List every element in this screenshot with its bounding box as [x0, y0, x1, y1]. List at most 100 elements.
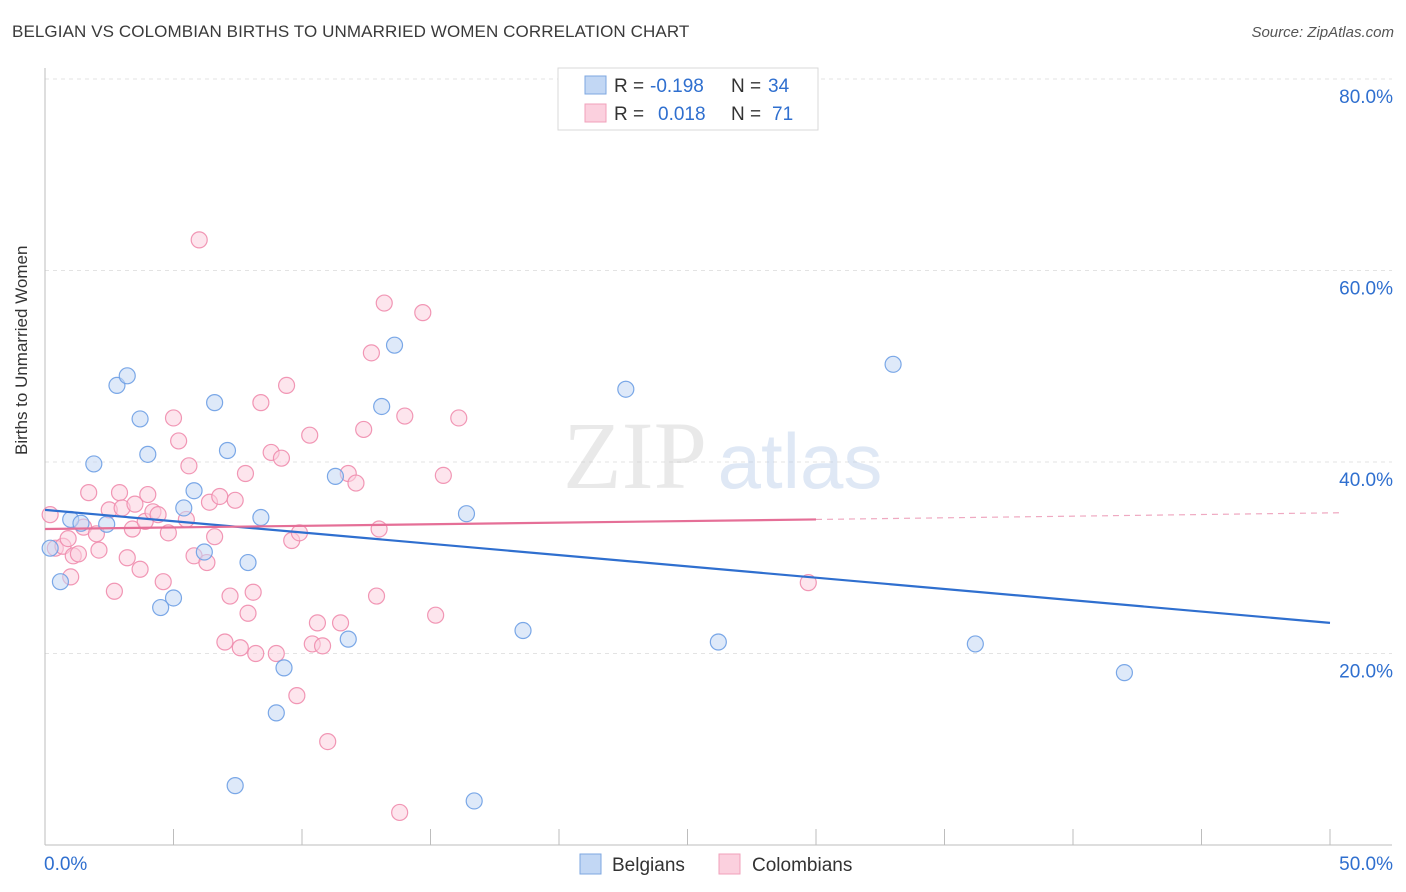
colombians-point	[450, 409, 468, 427]
belgians-point	[709, 633, 727, 651]
belgians-point	[185, 482, 203, 500]
x-tick-labels: 0.0% 50.0%	[44, 854, 1393, 875]
colombians-point	[414, 304, 432, 322]
belgians-point	[884, 355, 902, 373]
colombians-point	[154, 573, 172, 591]
belgians-point	[275, 659, 293, 677]
colombians-trend-line	[44, 518, 817, 531]
colombians-point	[131, 560, 149, 578]
belgians-points	[41, 336, 1134, 810]
belgians-point	[252, 508, 270, 527]
legend-belgians-label[interactable]: Belgians	[612, 855, 685, 876]
colombians-point	[59, 529, 77, 548]
colombians-point	[118, 549, 136, 567]
belgians-r-label: R =	[614, 76, 644, 97]
colombians-point	[313, 637, 332, 655]
belgians-point	[465, 792, 483, 810]
colombians-point	[370, 520, 388, 538]
colombians-point	[375, 294, 393, 312]
y-tick-label: 60.0%	[1339, 279, 1393, 300]
belgians-point	[339, 630, 357, 648]
colombians-point	[434, 466, 452, 485]
colombians-point	[244, 583, 262, 601]
colombians-point	[206, 528, 224, 546]
belgians-point	[51, 573, 70, 591]
belgians-point	[966, 635, 984, 653]
belgians-point	[239, 553, 257, 572]
colombians-r-value: 0.018	[658, 104, 706, 125]
belgians-point	[195, 543, 213, 561]
colombians-point	[164, 409, 183, 427]
watermark-zip: ZIP	[563, 402, 707, 509]
colombians-point	[211, 487, 229, 506]
colombians-point	[221, 587, 239, 605]
colombians-point	[126, 495, 144, 513]
colombians-point	[80, 484, 98, 502]
colombians-point	[247, 644, 265, 663]
colombians-point	[41, 506, 59, 524]
belgians-point	[1115, 664, 1134, 682]
colombians-point	[236, 464, 255, 483]
colombians-swatch	[584, 103, 607, 123]
colombians-point	[308, 614, 327, 632]
colombians-point	[272, 449, 291, 467]
belgians-point	[457, 505, 476, 523]
watermark: ZIP atlas	[563, 402, 882, 509]
colombians-r-label: R =	[614, 104, 644, 125]
colombians-point	[277, 376, 296, 394]
source-credit: Source: ZipAtlas.com	[1251, 24, 1394, 41]
colombians-point	[267, 644, 285, 663]
y-tick-labels: 20.0% 40.0% 60.0% 80.0%	[1339, 87, 1393, 683]
stats-legend: R = -0.198 N = 34 R = 0.018 N = 71	[557, 67, 819, 131]
belgians-point	[131, 410, 149, 428]
colombians-point	[226, 491, 244, 509]
belgians-point	[218, 441, 237, 460]
colombians-point	[362, 344, 380, 362]
belgians-point	[326, 467, 345, 485]
colombians-n-value: 71	[772, 104, 793, 125]
belgians-point	[617, 380, 635, 398]
legend-colombians-label[interactable]: Colombians	[752, 855, 852, 876]
colombians-point	[301, 426, 319, 444]
chart-title: BELGIAN VS COLOMBIAN BIRTHS TO UNMARRIED…	[12, 22, 690, 41]
colombians-point	[90, 541, 108, 559]
belgians-point	[226, 777, 244, 795]
colombians-point	[799, 574, 817, 592]
belgians-point	[164, 589, 183, 607]
belgians-point	[152, 598, 170, 617]
x-tick-label-min: 0.0%	[44, 854, 87, 875]
colombians-point	[396, 407, 414, 425]
belgians-point	[85, 455, 103, 473]
colombians-point	[367, 587, 386, 605]
belgians-point	[98, 515, 116, 533]
belgians-r-value: -0.198	[650, 76, 704, 97]
x-tick-label-max: 50.0%	[1339, 854, 1393, 875]
colombians-point	[110, 484, 129, 502]
colombians-points	[41, 231, 817, 822]
colombians-point	[105, 582, 123, 600]
legend-belgians-swatch[interactable]	[579, 853, 602, 875]
colombians-point	[231, 639, 249, 657]
colombians-point	[252, 394, 270, 412]
colombians-point	[139, 485, 157, 504]
colombians-point	[355, 420, 373, 439]
colombians-point	[319, 732, 337, 751]
legend-colombians-swatch[interactable]	[718, 853, 741, 875]
watermark-atlas: atlas	[718, 417, 883, 505]
colombians-point	[216, 633, 234, 651]
belgians-point	[118, 367, 136, 385]
belgians-point	[41, 539, 59, 557]
y-tick-label: 40.0%	[1339, 470, 1393, 491]
colombians-point	[239, 604, 257, 622]
colombians-point	[391, 803, 409, 822]
y-tick-label: 80.0%	[1339, 87, 1393, 108]
belgians-n-label: N =	[731, 76, 761, 97]
belgians-point	[385, 336, 404, 354]
colombians-point	[180, 457, 198, 475]
colombians-n-label: N =	[731, 104, 761, 125]
colombians-point	[427, 606, 445, 624]
belgians-point	[72, 514, 90, 532]
belgians-point	[267, 704, 285, 722]
colombians-point	[159, 524, 177, 542]
colombians-trend-extension	[815, 512, 1341, 521]
